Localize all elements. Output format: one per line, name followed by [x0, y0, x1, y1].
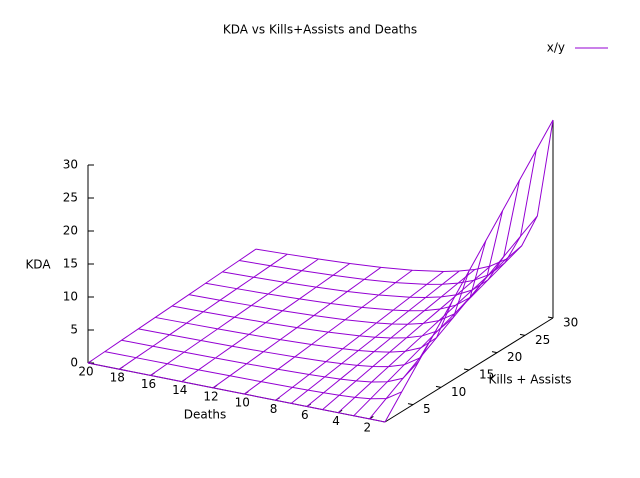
z-tick-label: 5 — [70, 323, 78, 337]
surface-line — [322, 265, 491, 410]
surface-line — [368, 215, 538, 420]
x-tick-label: 25 — [535, 333, 550, 347]
y-tick-label: 12 — [203, 389, 218, 403]
z-tick-label: 10 — [63, 290, 78, 304]
surface-line — [212, 266, 382, 389]
surface-line — [384, 119, 554, 423]
y-tick-label: 14 — [172, 383, 187, 397]
x-tick — [547, 316, 554, 319]
surface-line — [87, 248, 257, 364]
x-tick — [435, 385, 442, 388]
y-tick-label: 16 — [141, 377, 156, 391]
legend-label: x/y — [547, 41, 565, 55]
surface-line — [118, 253, 288, 370]
y-tick-label: 8 — [270, 402, 278, 416]
surface-line — [337, 258, 507, 414]
y-axis-title: Deaths — [184, 408, 227, 422]
surface-line — [155, 301, 453, 353]
z-tick-label: 25 — [63, 191, 78, 205]
surface-line — [150, 258, 319, 376]
x-tick-label: 20 — [507, 350, 522, 364]
chart-title: KDA vs Kills+Assists and Deaths — [223, 23, 417, 37]
surface-line — [306, 269, 476, 407]
surface-line — [222, 180, 520, 299]
y-tick-label: 2 — [364, 420, 372, 434]
y-tick-label: 10 — [235, 396, 250, 410]
z-tick-label: 30 — [63, 158, 78, 172]
surface-line — [353, 245, 523, 417]
surface-line — [138, 328, 436, 368]
y-tick-label: 18 — [110, 371, 125, 385]
x-axis-title: Kills + Assists — [488, 373, 571, 387]
x-tick-label: 5 — [423, 402, 431, 416]
z-tick-label: 0 — [70, 356, 78, 370]
surface-line — [290, 270, 460, 404]
z-tick-label: 15 — [63, 257, 78, 271]
surface-line — [188, 240, 487, 325]
x-tick-label: 15 — [479, 368, 494, 382]
z-tick-label: 20 — [63, 224, 78, 238]
z-axis-title: KDA — [25, 258, 51, 272]
y-tick-label: 4 — [332, 414, 340, 428]
surface-line — [121, 339, 419, 383]
surface-line — [87, 362, 386, 423]
surface-line — [181, 263, 351, 383]
x-tick — [519, 333, 526, 336]
surface-line — [244, 269, 413, 395]
x-tick — [491, 351, 498, 354]
y-tick-label: 20 — [78, 365, 93, 379]
surface-line — [275, 271, 444, 401]
x-tick — [463, 368, 470, 371]
y-tick-label: 6 — [301, 408, 309, 422]
x-tick-label: 30 — [563, 316, 578, 330]
x-tick — [407, 403, 414, 406]
x-tick-label: 10 — [451, 385, 466, 399]
surface-line — [104, 351, 402, 400]
